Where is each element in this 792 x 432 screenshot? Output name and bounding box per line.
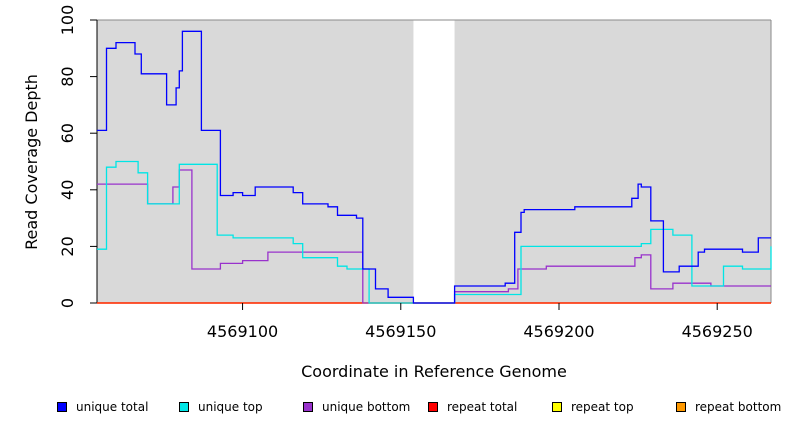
series-unique-total (97, 30, 771, 304)
legend-item-repeat-top: repeat top (552, 400, 634, 414)
legend-swatch (57, 402, 67, 412)
series-lines (97, 30, 772, 304)
y-tick-label: 100 (58, 5, 77, 36)
y-axis-ticks: 0 20 40 60 80 100 (58, 5, 97, 308)
legend-label: unique top (198, 400, 263, 414)
legend-swatch (428, 402, 438, 412)
legend-label: unique bottom (322, 400, 411, 414)
x-tick-label: 4569200 (523, 322, 594, 341)
legend-item-repeat-bottom: repeat bottom (676, 400, 781, 414)
shaded-region-1 (97, 20, 414, 303)
y-tick-label: 60 (58, 123, 77, 143)
legend-swatch (303, 402, 313, 412)
y-tick-label: 0 (58, 298, 77, 308)
x-tick-label: 4569150 (365, 322, 436, 341)
legend: unique total unique top unique bottom repea… (0, 400, 792, 420)
shaded-background (97, 20, 771, 303)
legend-swatch (676, 402, 686, 412)
x-axis-ticks: 4569100 4569150 4569200 4569250 (207, 303, 753, 341)
legend-label: repeat bottom (695, 400, 782, 414)
legend-swatch (552, 402, 562, 412)
legend-label: repeat top (571, 400, 634, 414)
x-tick-label: 4569250 (682, 322, 753, 341)
legend-swatch (179, 402, 189, 412)
y-tick-label: 20 (58, 236, 77, 256)
legend-item-unique-bottom: unique bottom (303, 400, 410, 414)
y-tick-label: 40 (58, 180, 77, 200)
series-unique-top (97, 160, 772, 304)
shaded-region-2 (454, 20, 771, 303)
legend-item-unique-top: unique top (179, 400, 263, 414)
coverage-chart: 4569100 4569150 4569200 4569250 0 20 40 60 80 10… (22, 5, 772, 381)
legend-item-unique-total: unique total (57, 400, 148, 414)
x-tick-label: 4569100 (207, 322, 278, 341)
y-tick-label: 80 (58, 66, 77, 86)
legend-label: repeat total (447, 400, 518, 414)
x-axis-title: Coordinate in Reference Genome (301, 362, 567, 381)
legend-label: unique total (76, 400, 149, 414)
y-axis-title: Read Coverage Depth (22, 74, 41, 250)
legend-item-repeat-total: repeat total (428, 400, 517, 414)
